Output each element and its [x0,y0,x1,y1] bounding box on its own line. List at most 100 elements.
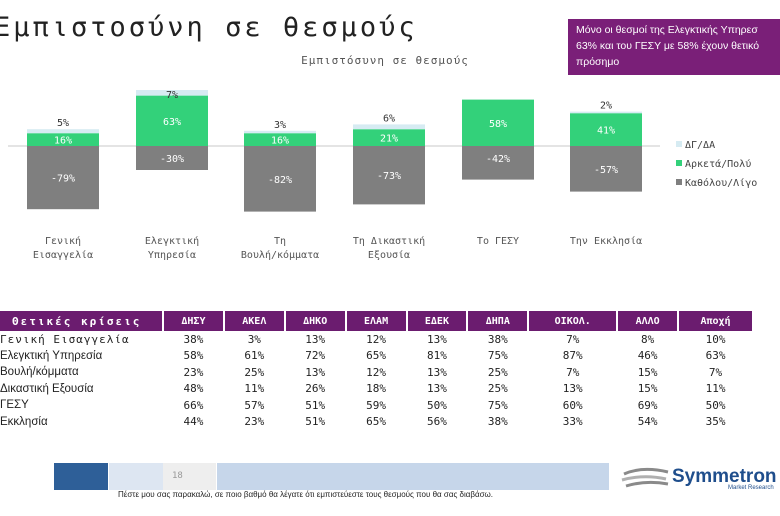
table-cell: 7% [566,365,580,379]
row-label: ΓΕΣΥ [0,399,29,412]
category-label: Το ΓΕΣΥ [477,236,519,247]
column-header: ΔΗΠΑ [467,311,530,331]
table-cell: 25% [244,365,265,379]
table-row: Εκκλησία 44% 23% 51% 65% 56% 38% 33% 54% 35% [0,414,753,431]
table-title: Θετικές κρίσεις [0,311,164,331]
table-cell: 38% [183,332,204,346]
row-label: Ελεγκτική Υπηρεσία [0,349,103,362]
data-label: 16% [271,136,289,147]
callout-line-2: 63% και του ΓΕΣΥ με 58% έχουν θετικό [576,40,760,52]
legend-label: ΔΓ/ΔΑ [685,140,715,151]
table-cell: 54% [637,415,658,429]
data-label: 2% [600,101,612,112]
bar-positive [136,95,208,146]
table-cell: 56% [427,415,447,429]
category-label: Γενική [45,235,81,247]
column-header: ΑΚΕΛ [223,311,286,331]
table-cell: 12% [366,365,386,379]
bar-negative [570,146,642,192]
category-label: Υπηρεσία [148,249,196,261]
bar-positive [353,129,425,146]
column-header: ΟΙΚΟΛ. [528,311,619,331]
table-cell: 13% [427,382,447,396]
row-label: Γενική Εισαγγελία [0,332,130,346]
table-row: Δικαστική Εξουσία 48% 11% 26% 18% 13% 25% 13% 15… [0,381,753,398]
table-cell: 35% [705,415,726,429]
page-title: Εμπιστοσύνη σε θεσμούς [0,12,418,43]
column-header: Αποχή [678,311,754,331]
slide-number: 18 [163,463,216,490]
table-row: Ελεγκτική Υπηρεσία 58% 61% 72% 65% 81% 75% 87% 4… [0,348,753,365]
table-cell: 48% [183,382,204,396]
data-label: 5% [57,118,69,129]
table-cell: 3% [247,332,261,346]
category-label: Ελεγκτική [145,235,199,247]
data-label: -82% [268,175,292,186]
logo-subtitle: Market Research [728,485,774,491]
table-cell: 72% [305,349,326,363]
table-cell: 26% [305,382,326,396]
table-cell: 15% [637,365,658,379]
bar-negative [462,146,534,180]
category-label: Την Εκκλησία [570,235,642,247]
data-label: -79% [51,174,75,185]
table-header-row: Θετικές κρίσεις ΔΗΣΥ ΑΚΕΛ ΔΗΚΟ ΕΛΑΜ ΕΔΕΚ… [0,311,754,331]
table-cell: 61% [244,349,265,363]
table-cell: 15% [637,382,658,396]
table-cell: 13% [562,382,583,396]
table-cell: 33% [562,415,583,429]
callout-box: Μόνο οι θεσμοί της Ελεγκτικής Υπηρεσ 63%… [568,19,780,75]
table-cell: 46% [637,349,658,363]
category-label: Εξουσία [368,249,410,261]
legend-swatch [676,179,682,185]
footer-bar-blue [217,463,609,490]
data-label: -73% [377,171,401,182]
bar-positive [27,133,99,146]
footer-bar-light [109,463,163,490]
bar-dk [27,129,99,134]
table-cell: 75% [487,398,508,412]
table-cell: 11% [705,382,726,396]
table-cell: 87% [562,349,583,363]
data-label: 58% [489,119,507,130]
data-label: 21% [380,134,398,145]
callout-line-1: Μόνο οι θεσμοί της Ελεγκτικής Υπηρεσ [576,24,758,36]
table-cell: 66% [183,398,204,412]
table-cell: 13% [427,365,447,379]
data-label: 6% [383,113,395,124]
table-cell: 12% [366,332,386,346]
data-label: -57% [594,165,618,176]
bar-negative [27,146,99,210]
table-cell: 13% [427,332,447,346]
table-cell: 13% [305,365,326,379]
row-label: Βουλή/κόμματα [0,366,79,379]
table-cell: 18% [366,382,386,396]
bar-negative [244,146,316,212]
question-footnote: Πέστε μου σας παρακαλώ, σε ποιο βαθμό θα… [118,490,494,499]
table-cell: 69% [637,398,658,412]
bar-negative [353,146,425,205]
column-header: ΔΗΚΟ [284,311,347,331]
table-cell: 7% [566,332,580,346]
bar-dk [136,90,208,96]
table-cell: 7% [708,365,723,379]
table-cell: 65% [366,415,386,429]
table-cell: 60% [562,398,583,412]
data-label: 3% [274,120,286,131]
table-cell: 65% [366,349,386,363]
table-cell: 51% [305,398,326,412]
bar-positive [244,133,316,146]
legend-label: Αρκετά/Πολύ [685,158,751,170]
legend-label: Καθόλου/Λίγο [685,177,757,189]
data-label: 7% [166,90,178,101]
table-cell: 11% [244,382,265,396]
data-label: 63% [163,117,181,128]
table-row: Γενική Εισαγγελία 38% 3% 13% 12% 13% 38% 7% 8% 10… [0,331,753,348]
table-cell: 57% [244,398,265,412]
row-label: Εκκλησία [0,415,48,428]
category-label: Τη [274,236,286,247]
column-header: ΑΛΛΟ [617,311,680,331]
table-cell: 23% [183,365,204,379]
table-cell: 75% [487,349,508,363]
table-cell: 10% [705,332,726,346]
